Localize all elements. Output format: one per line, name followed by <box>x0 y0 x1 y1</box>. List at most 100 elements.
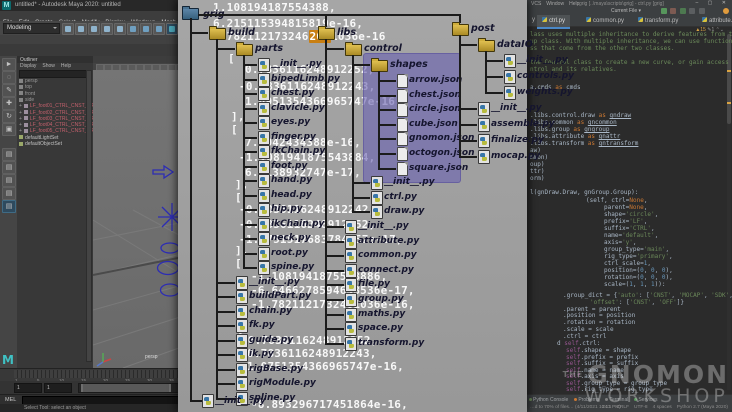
code-segment: , <box>654 274 662 281</box>
code-segment: , <box>671 292 679 299</box>
outliner-item[interactable]: + LF_foot05_CTRL_CNST_GRP <box>19 128 98 134</box>
code-segment: .rotation = rotation <box>563 319 636 326</box>
run-button[interactable] <box>661 8 667 14</box>
expand-icon[interactable]: + <box>19 115 22 122</box>
tool-window-icon <box>574 398 578 401</box>
status-python-2-7--maya-2020-[interactable]: Python 2.7 (Maya 2020) <box>676 405 728 410</box>
outliner-menu-help[interactable]: Help <box>60 63 72 69</box>
layout-preset-icon[interactable]: ▤ <box>2 187 16 200</box>
layout-preset-icon[interactable]: ▤ <box>2 148 16 161</box>
code-segment: 1 <box>629 281 633 288</box>
tab-transform.py[interactable]: transform.py <box>633 15 683 27</box>
code-segment: ttr) <box>530 168 545 175</box>
layout-preset-icon[interactable]: ▤ <box>2 200 16 213</box>
pycharm-menu-vcs[interactable]: VCS <box>531 1 542 7</box>
outliner-menu-display[interactable]: Display <box>20 63 37 69</box>
tool-window-python-console[interactable]: Python Console <box>527 395 572 403</box>
debug-button[interactable] <box>670 8 677 14</box>
tab-attribute.py[interactable]: attribute.py <box>697 15 732 27</box>
outliner-item-persp[interactable]: persp <box>19 78 38 84</box>
mel-label[interactable]: MEL <box>5 397 17 403</box>
avatar[interactable] <box>723 8 729 14</box>
status-utf-8[interactable]: UTF-8 <box>634 405 648 410</box>
run-config-dropdown[interactable]: Current File ▾ <box>611 8 642 14</box>
range-start2-field[interactable]: 1 <box>44 383 72 393</box>
new-scene-icon[interactable] <box>62 23 74 35</box>
scale-tool-icon[interactable]: ▣ <box>2 123 16 136</box>
code-segment: group_type= <box>604 246 644 253</box>
snap-grid-icon[interactable] <box>166 23 178 35</box>
folder-structure-panel <box>178 0 527 412</box>
layout-preset-icon[interactable]: ▤ <box>2 161 16 174</box>
node-icon <box>19 78 23 83</box>
outliner-item[interactable]: + LF_foot02_CTRL_CNST_GRP <box>19 110 98 116</box>
select-object-icon[interactable] <box>140 23 152 35</box>
expand-icon[interactable]: + <box>19 122 22 129</box>
tool-window-problems[interactable]: Problems <box>572 395 603 403</box>
outliner-menu-show[interactable]: Show <box>42 63 55 69</box>
tab-y[interactable]: y <box>527 15 540 27</box>
outliner-item-defaultObjectSet[interactable]: defaultObjectSet <box>19 141 62 147</box>
move-tool-icon[interactable]: ✚ <box>2 97 16 110</box>
code-segment: , <box>703 292 712 299</box>
pycharm-menu-help[interactable]: Help <box>569 1 580 7</box>
redo-icon[interactable] <box>114 23 126 35</box>
outliner-scrollbar[interactable] <box>86 70 92 362</box>
tool-window-terminal[interactable]: Terminal <box>603 395 632 403</box>
node-icon <box>19 135 23 140</box>
select-component-icon[interactable] <box>153 23 165 35</box>
search-icon[interactable] <box>689 8 696 14</box>
scrollbar-thumb[interactable] <box>727 34 731 124</box>
code-line: d self.ctrl: <box>557 340 600 347</box>
expand-icon[interactable]: + <box>19 103 22 110</box>
expand-icon[interactable]: + <box>19 128 22 135</box>
outliner-item-side[interactable]: side <box>19 97 34 103</box>
outliner-item[interactable]: + LF_foot04_CTRL_CNST_GRP <box>19 122 98 128</box>
code-segment: 1 <box>640 281 644 288</box>
code-line: .libs.group as gngroup <box>530 126 610 133</box>
tool-window-services[interactable]: Services <box>632 395 661 403</box>
node-icon <box>19 141 23 146</box>
range-start-field[interactable]: 1 <box>14 383 42 393</box>
layout-preset-icon[interactable]: ▤ <box>2 174 16 187</box>
tab-common.py[interactable]: common.py <box>581 15 629 27</box>
rotate-tool-icon[interactable]: ↻ <box>2 110 16 123</box>
pycharm-window: VCS Window Help grig [..\maya\scripts\grig… <box>527 0 732 412</box>
select-tool-icon[interactable]: ► <box>2 58 16 71</box>
code-segment: 0 <box>650 274 655 281</box>
expand-icon[interactable]: + <box>19 109 22 116</box>
editor-tab-bar: y ctrl.py common.py transform.py attribute.p… <box>527 15 732 29</box>
outliner-item[interactable]: + LF_foot03_CTRL_CNST_GRP <box>19 116 98 122</box>
code-line: self.name = name <box>566 367 624 374</box>
tab-ctrl.py[interactable]: ctrl.py <box>537 15 571 29</box>
window-controls[interactable]: – ▢ ✕ <box>695 0 730 6</box>
inspection-widget[interactable]: ▲15 ✎1 ⌃⌄ <box>695 27 724 33</box>
outliner-item-top[interactable]: top <box>19 84 32 90</box>
status-4-spaces[interactable]: 4 spaces <box>652 405 672 410</box>
node-label: top <box>25 84 32 91</box>
save-scene-icon[interactable] <box>88 23 100 35</box>
maya-mode-dropdown[interactable]: Modeling <box>3 23 60 34</box>
pycharm-menu-window[interactable]: Window <box>546 1 565 7</box>
code-line: up class. With multiple inheritance, we … <box>530 38 732 45</box>
undo-icon[interactable] <box>101 23 113 35</box>
select-hierarchy-icon[interactable] <box>127 23 139 35</box>
status-24-1[interactable]: 24:1 <box>602 405 612 410</box>
range-slider-thumb[interactable] <box>81 384 171 392</box>
code-segment: 'SDK' <box>711 292 730 299</box>
lasso-tool-icon[interactable]: ◌ <box>2 71 16 84</box>
outliner-item[interactable]: + LF_foot01_CTRL_CNST_GRP <box>19 103 98 109</box>
paint-select-tool-icon[interactable]: ✎ <box>2 84 16 97</box>
code-segment: 0 <box>640 274 644 281</box>
coverage-button[interactable] <box>679 8 686 14</box>
settings-icon[interactable] <box>698 8 705 14</box>
open-scene-icon[interactable] <box>75 23 87 35</box>
outliner-item-defaultLightSet[interactable]: defaultLightSet <box>19 135 58 141</box>
code-segment: 'primary' <box>636 253 670 260</box>
code-segment: self <box>566 373 581 380</box>
code-segment: gntransform <box>598 140 639 147</box>
status-crlf[interactable]: CRLF <box>616 405 629 410</box>
outliner-search-input[interactable] <box>19 70 87 78</box>
editor-scrollbar[interactable] <box>727 30 731 390</box>
outliner-item-front[interactable]: front <box>19 91 35 97</box>
